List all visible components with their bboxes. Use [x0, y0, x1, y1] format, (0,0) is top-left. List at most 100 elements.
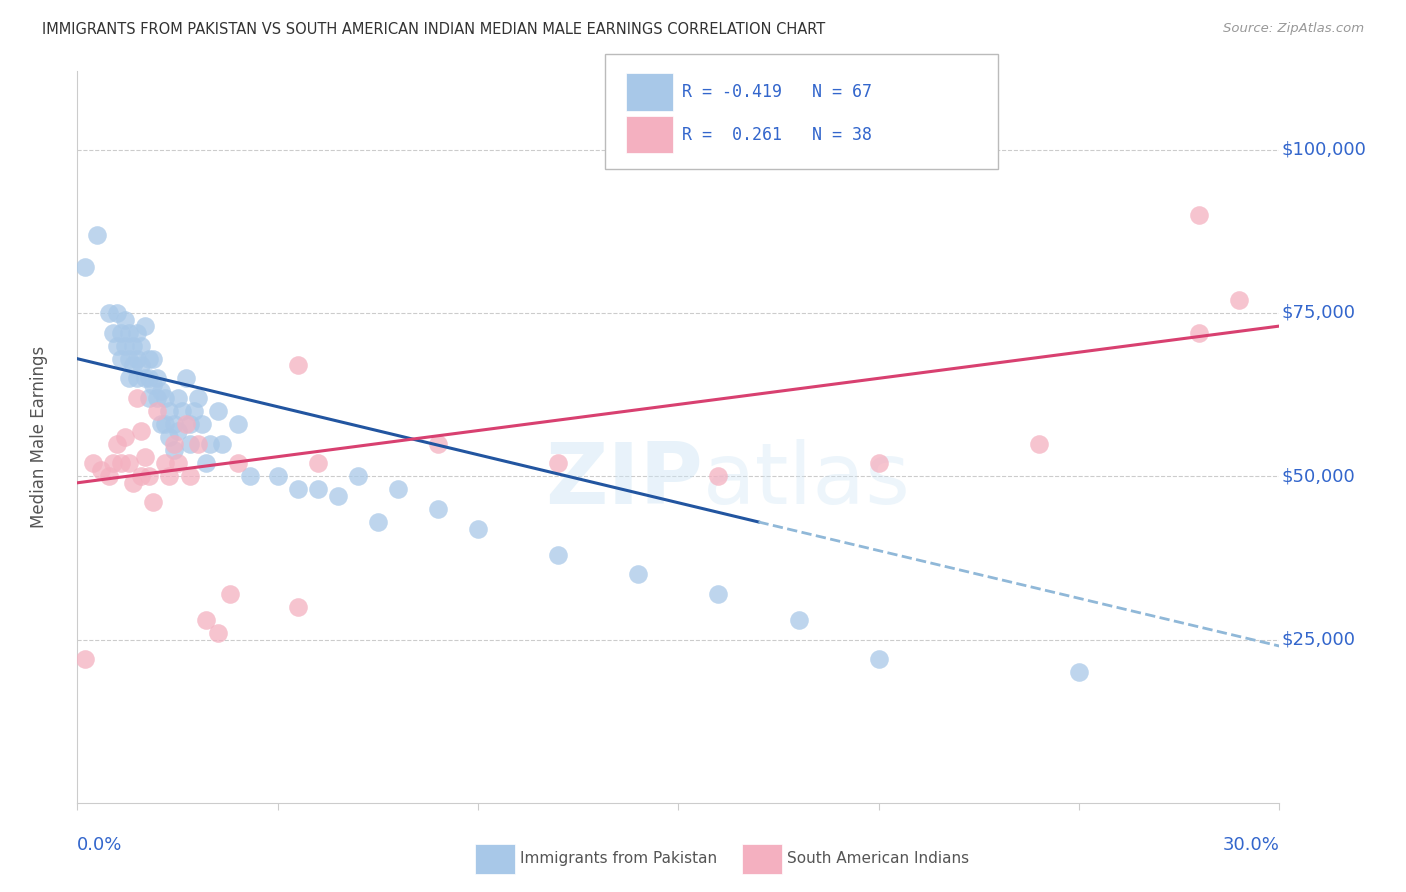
- Point: [82, 456, 104, 470]
- Point: [114, 312, 136, 326]
- Point: [142, 351, 165, 366]
- Point: [427, 502, 450, 516]
- Point: [1069, 665, 1091, 680]
- Point: [267, 469, 290, 483]
- Text: Immigrants from Pakistan: Immigrants from Pakistan: [520, 852, 717, 866]
- Point: [138, 469, 160, 483]
- Point: [131, 424, 153, 438]
- Point: [198, 436, 221, 450]
- Point: [207, 404, 229, 418]
- Point: [218, 587, 240, 601]
- Point: [107, 306, 129, 320]
- Point: [159, 404, 181, 418]
- Point: [707, 469, 730, 483]
- Text: 30.0%: 30.0%: [1223, 836, 1279, 854]
- Point: [162, 417, 184, 431]
- Point: [1229, 293, 1251, 307]
- Point: [127, 326, 149, 340]
- Point: [107, 436, 129, 450]
- Point: [150, 417, 173, 431]
- Point: [226, 456, 249, 470]
- Point: [627, 567, 650, 582]
- Point: [146, 371, 169, 385]
- Point: [155, 417, 177, 431]
- Text: atlas: atlas: [703, 440, 911, 523]
- Text: R =  0.261   N = 38: R = 0.261 N = 38: [682, 126, 872, 144]
- Point: [122, 338, 145, 352]
- Point: [159, 469, 181, 483]
- Point: [118, 371, 141, 385]
- Point: [367, 515, 389, 529]
- Point: [211, 436, 233, 450]
- Point: [287, 483, 309, 497]
- Point: [110, 456, 132, 470]
- Point: [122, 358, 145, 372]
- Point: [138, 371, 160, 385]
- Point: [98, 306, 121, 320]
- Point: [162, 443, 184, 458]
- Point: [347, 469, 370, 483]
- Point: [138, 351, 160, 366]
- Point: [131, 358, 153, 372]
- Point: [1188, 208, 1211, 222]
- Point: [150, 384, 173, 399]
- Point: [183, 404, 205, 418]
- Point: [868, 456, 890, 470]
- Point: [170, 404, 193, 418]
- Point: [155, 456, 177, 470]
- Point: [122, 475, 145, 490]
- Point: [186, 391, 209, 405]
- Point: [547, 456, 569, 470]
- Point: [118, 351, 141, 366]
- Point: [239, 469, 262, 483]
- Point: [467, 521, 489, 535]
- Point: [547, 548, 569, 562]
- Point: [142, 377, 165, 392]
- Point: [142, 495, 165, 509]
- Point: [194, 456, 217, 470]
- Text: $50,000: $50,000: [1282, 467, 1355, 485]
- Point: [194, 613, 217, 627]
- Point: [162, 436, 184, 450]
- Point: [118, 326, 141, 340]
- Point: [307, 483, 329, 497]
- Point: [159, 430, 181, 444]
- Point: [131, 469, 153, 483]
- Point: [110, 326, 132, 340]
- Point: [110, 351, 132, 366]
- Text: Median Male Earnings: Median Male Earnings: [30, 346, 48, 528]
- Point: [155, 391, 177, 405]
- Point: [103, 456, 125, 470]
- Point: [287, 599, 309, 614]
- Point: [127, 391, 149, 405]
- Text: R = -0.419   N = 67: R = -0.419 N = 67: [682, 83, 872, 101]
- Text: $100,000: $100,000: [1282, 141, 1367, 159]
- Point: [131, 338, 153, 352]
- Point: [287, 358, 309, 372]
- Point: [207, 626, 229, 640]
- Point: [179, 469, 201, 483]
- Point: [114, 430, 136, 444]
- Point: [107, 338, 129, 352]
- Point: [166, 391, 188, 405]
- Point: [98, 469, 121, 483]
- Text: $25,000: $25,000: [1282, 631, 1355, 648]
- Point: [146, 404, 169, 418]
- Point: [179, 436, 201, 450]
- Point: [1188, 326, 1211, 340]
- Point: [103, 326, 125, 340]
- Point: [174, 371, 197, 385]
- Text: Source: ZipAtlas.com: Source: ZipAtlas.com: [1223, 22, 1364, 36]
- Point: [166, 424, 188, 438]
- Point: [427, 436, 450, 450]
- Point: [75, 652, 97, 666]
- Point: [134, 371, 156, 385]
- Point: [146, 391, 169, 405]
- Point: [114, 338, 136, 352]
- Point: [707, 587, 730, 601]
- Text: South American Indians: South American Indians: [787, 852, 970, 866]
- Point: [174, 417, 197, 431]
- Point: [307, 456, 329, 470]
- Point: [190, 417, 212, 431]
- Text: IMMIGRANTS FROM PAKISTAN VS SOUTH AMERICAN INDIAN MEDIAN MALE EARNINGS CORRELATI: IMMIGRANTS FROM PAKISTAN VS SOUTH AMERIC…: [42, 22, 825, 37]
